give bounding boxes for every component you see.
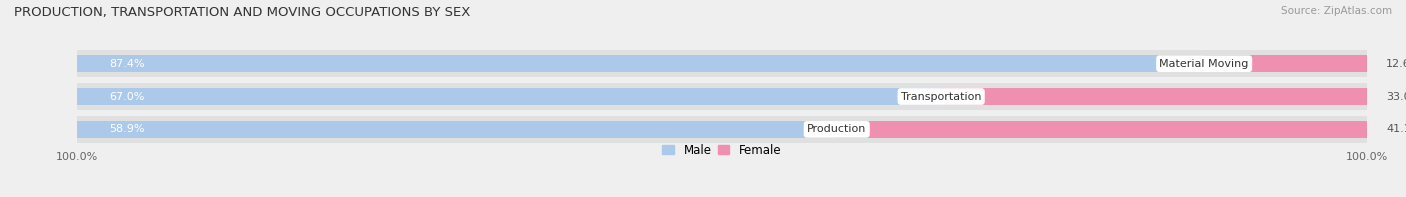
Text: 12.6%: 12.6% — [1386, 59, 1406, 69]
Text: Transportation: Transportation — [901, 92, 981, 101]
Bar — [77, 55, 1204, 72]
Text: Source: ZipAtlas.com: Source: ZipAtlas.com — [1281, 6, 1392, 16]
Text: 58.9%: 58.9% — [110, 124, 145, 134]
Bar — [941, 88, 1367, 105]
Bar — [837, 121, 1367, 138]
Bar — [77, 121, 837, 138]
Text: PRODUCTION, TRANSPORTATION AND MOVING OCCUPATIONS BY SEX: PRODUCTION, TRANSPORTATION AND MOVING OC… — [14, 6, 471, 19]
Text: 87.4%: 87.4% — [110, 59, 145, 69]
Legend: Male, Female: Male, Female — [662, 144, 782, 157]
Text: 33.0%: 33.0% — [1386, 92, 1406, 101]
Text: 67.0%: 67.0% — [110, 92, 145, 101]
Bar — [77, 88, 941, 105]
Bar — [77, 83, 1367, 110]
Text: Production: Production — [807, 124, 866, 134]
Text: Material Moving: Material Moving — [1160, 59, 1249, 69]
Bar — [77, 50, 1367, 77]
Text: 41.1%: 41.1% — [1386, 124, 1406, 134]
Bar — [77, 116, 1367, 143]
Bar — [1204, 55, 1367, 72]
